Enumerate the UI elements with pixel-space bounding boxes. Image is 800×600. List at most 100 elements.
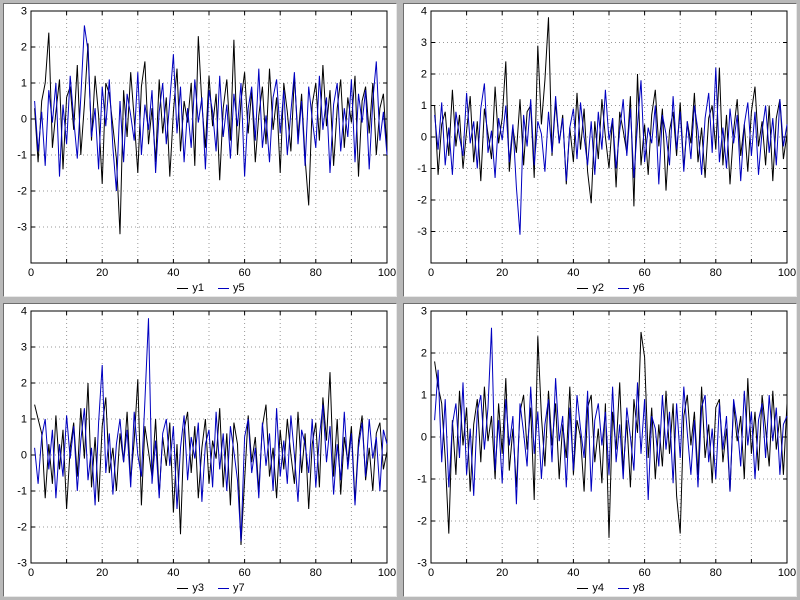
x-tick-label: 80 — [710, 267, 722, 279]
legend-dash-y3 — [177, 587, 189, 589]
x-tick-label: 0 — [28, 567, 34, 579]
x-tick-label: 20 — [496, 267, 508, 279]
legend-label-y5: y5 — [233, 282, 245, 294]
x-tick-label: 40 — [567, 567, 579, 579]
x-tick-label: 0 — [428, 567, 434, 579]
legend-item-y7: y7 — [218, 580, 245, 596]
x-tick-label: 40 — [167, 267, 179, 279]
y-tick-label: 4 — [21, 306, 27, 318]
y-tick-label: 0 — [21, 114, 27, 126]
legend-label-y8: y8 — [633, 582, 645, 594]
x-tick-label: 80 — [710, 567, 722, 579]
y-tick-label: -1 — [17, 486, 27, 498]
y-tick-label: -2 — [17, 186, 27, 198]
y-tick-label: -1 — [17, 150, 27, 162]
chart-canvas-y2-y6[interactable]: 4 3 2 1 0 -1 -2 -3 0 20 40 60 80 100 — [404, 4, 796, 280]
y-tick-label: -3 — [17, 222, 27, 234]
y-tick-label: 2 — [421, 69, 427, 81]
series-line-y1 — [34, 32, 388, 235]
legend-item-y8: y8 — [618, 580, 645, 596]
x-tick-label: 100 — [778, 267, 796, 279]
chart-legend-y4-y8: y4 y8 — [404, 580, 796, 596]
x-tick-label: 20 — [96, 567, 108, 579]
chart-legend-y3-y7: y3 y7 — [4, 580, 396, 596]
x-tick-label: 60 — [238, 567, 250, 579]
legend-dash-y1 — [177, 287, 189, 289]
series-line-y2 — [434, 17, 788, 207]
y-tick-label: 3 — [421, 306, 427, 318]
legend-item-y3: y3 — [177, 580, 204, 596]
y-tick-label: 1 — [21, 414, 27, 426]
chart-canvas-y1-y5[interactable]: 3 2 1 0 -1 -2 -3 0 20 40 60 80 100 — [4, 4, 396, 280]
chart-panel-y1-y5: 3 2 1 0 -1 -2 -3 0 20 40 60 80 100 y1 y5 — [3, 3, 397, 297]
y-tick-label: -3 — [417, 226, 427, 238]
chart-panel-y4-y8: 3 2 1 0 -1 -2 -3 0 20 40 60 80 100 y4 y8 — [403, 303, 797, 597]
legend-item-y4: y4 — [577, 580, 604, 596]
chart-canvas-y3-y7[interactable]: 4 3 2 1 0 -1 -2 -3 0 20 40 60 80 100 — [4, 304, 396, 580]
x-tick-label: 60 — [638, 267, 650, 279]
legend-item-y5: y5 — [218, 280, 245, 296]
x-tick-label: 0 — [28, 267, 34, 279]
legend-label-y3: y3 — [192, 582, 204, 594]
y-tick-label: 1 — [421, 100, 427, 112]
x-tick-label: 20 — [496, 567, 508, 579]
x-tick-label: 40 — [567, 267, 579, 279]
chart-panel-y2-y6: 4 3 2 1 0 -1 -2 -3 0 20 40 60 80 100 y2 y6 — [403, 3, 797, 297]
legend-dash-y5 — [218, 287, 229, 289]
legend-dash-y8 — [618, 587, 629, 589]
legend-dash-y7 — [218, 587, 229, 589]
legend-label-y4: y4 — [592, 582, 604, 594]
x-tick-label: 100 — [778, 567, 796, 579]
x-tick-label: 0 — [428, 267, 434, 279]
x-tick-label: 60 — [638, 567, 650, 579]
legend-dash-y2 — [577, 287, 589, 289]
legend-item-y1: y1 — [177, 280, 204, 296]
legend-label-y7: y7 — [233, 582, 245, 594]
x-tick-label: 80 — [310, 267, 322, 279]
x-tick-label: 100 — [378, 267, 396, 279]
chart-panel-y3-y7: 4 3 2 1 0 -1 -2 -3 0 20 40 60 80 100 y3 y7 — [3, 303, 397, 597]
legend-dash-y4 — [577, 587, 589, 589]
chart-canvas-y4-y8[interactable]: 3 2 1 0 -1 -2 -3 0 20 40 60 80 100 — [404, 304, 796, 580]
y-tick-label: 3 — [421, 37, 427, 49]
y-tick-label: 2 — [421, 348, 427, 360]
series-line-y5 — [34, 25, 388, 192]
x-tick-label: 60 — [238, 267, 250, 279]
legend-item-y2: y2 — [577, 280, 604, 296]
y-tick-label: 1 — [21, 78, 27, 90]
y-tick-label: -2 — [417, 195, 427, 207]
y-tick-label: 2 — [21, 378, 27, 390]
chart-legend-y1-y5: y1 y5 — [4, 280, 396, 296]
legend-label-y6: y6 — [633, 282, 645, 294]
y-tick-label: 3 — [21, 6, 27, 18]
y-tick-label: 0 — [21, 450, 27, 462]
y-tick-label: 2 — [21, 42, 27, 54]
series-line-y8 — [434, 327, 788, 505]
x-tick-label: 40 — [167, 567, 179, 579]
x-tick-label: 80 — [310, 567, 322, 579]
y-tick-label: -1 — [417, 163, 427, 175]
y-tick-label: -1 — [417, 474, 427, 486]
x-tick-label: 100 — [378, 567, 396, 579]
legend-item-y6: y6 — [618, 280, 645, 296]
chart-legend-y2-y6: y2 y6 — [404, 280, 796, 296]
chart-svg[interactable]: 3 2 1 0 -1 -2 -3 0 20 40 60 80 100 — [4, 4, 396, 280]
y-tick-label: 0 — [421, 432, 427, 444]
y-tick-label: -3 — [17, 558, 27, 570]
y-tick-label: 1 — [421, 390, 427, 402]
series-line-y7 — [34, 318, 388, 542]
y-tick-label: 0 — [421, 132, 427, 144]
y-tick-label: -3 — [417, 558, 427, 570]
legend-label-y2: y2 — [592, 282, 604, 294]
x-tick-label: 20 — [96, 267, 108, 279]
legend-label-y1: y1 — [192, 282, 204, 294]
axis-box — [30, 10, 388, 264]
y-tick-label: -2 — [417, 516, 427, 528]
y-tick-label: -2 — [17, 522, 27, 534]
legend-dash-y6 — [618, 287, 629, 289]
series-line-y6 — [434, 67, 788, 235]
